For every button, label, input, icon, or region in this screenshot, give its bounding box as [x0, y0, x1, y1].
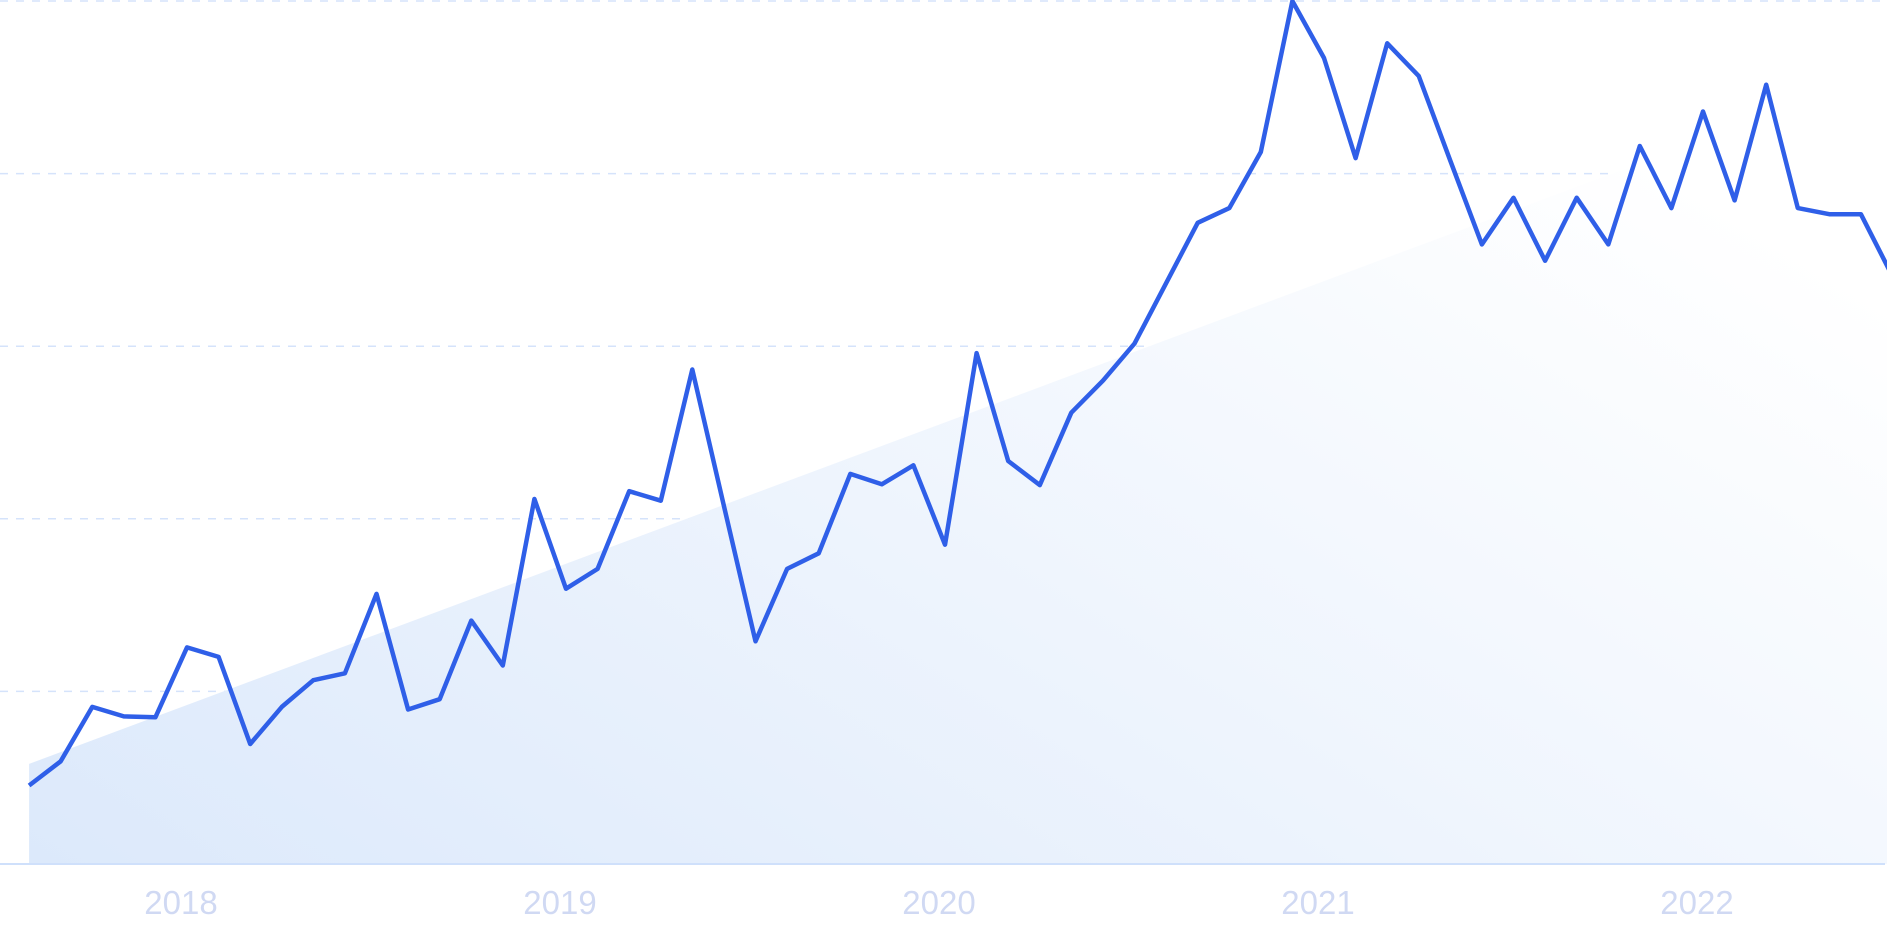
x-tick-label: 2019: [523, 884, 596, 921]
series-line: [27, 0, 1887, 788]
x-tick-label: 2021: [1281, 884, 1354, 921]
x-axis-tick-labels: 2018 2019 2020 2021 2022: [144, 884, 1733, 921]
x-tick-label: 2020: [902, 884, 975, 921]
x-tick-label: 2022: [1660, 884, 1733, 921]
x-tick-label: 2018: [144, 884, 217, 921]
